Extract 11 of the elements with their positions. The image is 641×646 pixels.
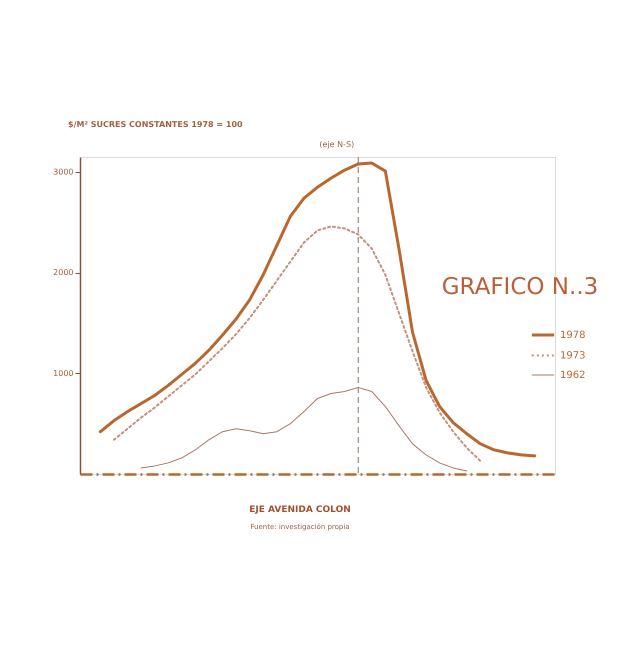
line-series [140, 386, 468, 472]
legend-label: 1962 [560, 370, 586, 381]
x-axis-title: EJE AVENIDA COLON [249, 505, 351, 515]
text: (eje N-S) [319, 140, 354, 149]
y-tick-label: 1000 [53, 368, 74, 378]
text: GRAFICO N..3 [442, 274, 598, 300]
legend-label: 1978 [560, 330, 586, 341]
legend-label: 1973 [560, 350, 586, 362]
y-tick-label: 3000 [53, 168, 74, 177]
y-axis-title: $/M² SUCRES CONSTANTES 1978 = 100 [68, 120, 244, 129]
y-tick-label: 2000 [53, 268, 74, 278]
